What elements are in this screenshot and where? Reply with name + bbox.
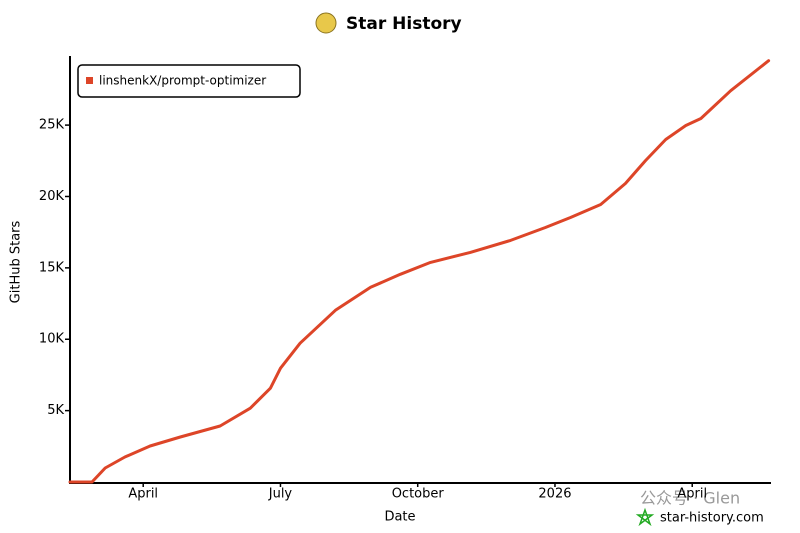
x-tick-label: April — [677, 487, 707, 502]
x-tick-label: July — [268, 487, 293, 502]
x-axis-label: Date — [384, 510, 415, 525]
series-line — [68, 59, 771, 484]
x-tick-label: April — [128, 487, 158, 502]
watermark: 公众号 · Glen — [640, 489, 740, 508]
x-tick-label: October — [392, 487, 445, 502]
legend-label: linshenkX/prompt-optimizer — [99, 74, 266, 88]
y-tick-label: 10K — [39, 332, 65, 347]
x-tick-label: 2026 — [538, 487, 571, 502]
chart-title: Star History — [346, 14, 462, 34]
legend-swatch — [86, 77, 93, 84]
legend-box — [77, 64, 301, 98]
source-label: star-history.com — [660, 511, 764, 526]
logo — [315, 12, 337, 34]
source-icon — [635, 507, 655, 527]
y-tick-label: 15K — [39, 260, 65, 275]
y-tick-label: 25K — [39, 118, 65, 133]
y-tick-label: 20K — [39, 189, 65, 204]
y-tick-label: 5K — [47, 403, 64, 418]
y-axis-label: GitHub Stars — [9, 220, 24, 303]
